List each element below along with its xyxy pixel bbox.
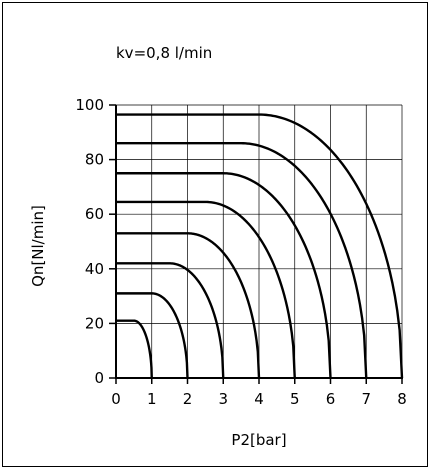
x-tick-label: 7 — [361, 390, 371, 408]
y-tick-label: 20 — [85, 314, 104, 332]
y-tick-labels: 0 20 40 60 80 100 — [75, 96, 104, 387]
y-tick-label: 40 — [85, 260, 104, 278]
flow-curve-p1-2 — [116, 292, 189, 379]
x-tick-label: 6 — [326, 390, 336, 408]
x-tick-label: 2 — [183, 390, 193, 408]
y-tick-label: 0 — [94, 369, 104, 387]
x-tick-label: 4 — [254, 390, 264, 408]
y-tick-label: 60 — [85, 205, 104, 223]
flow-curve-p1-5 — [116, 200, 296, 379]
chart-title: kv=0,8 l/min — [116, 44, 212, 62]
y-axis-label: Qn[Nl/min] — [29, 205, 47, 287]
axes — [109, 104, 403, 384]
x-tick-label: 5 — [290, 390, 300, 408]
flow-curve-p1-4 — [116, 232, 261, 379]
x-tick-label: 0 — [111, 390, 121, 408]
y-tick-label: 80 — [85, 151, 104, 169]
flow-curve-p1-7 — [116, 142, 368, 379]
x-tick-label: 8 — [397, 390, 407, 408]
y-tick-label: 100 — [75, 96, 104, 114]
x-tick-labels: 0 1 2 3 4 5 6 7 8 — [111, 390, 407, 408]
x-axis-label: P2[bar] — [231, 431, 286, 449]
chart-frame — [2, 2, 428, 467]
grid-lines — [116, 104, 403, 378]
flow-curve-p1-1 — [116, 319, 153, 379]
x-tick-label: 3 — [218, 390, 228, 408]
flow-curve-p1-8 — [116, 113, 404, 379]
x-tick-label: 1 — [147, 390, 157, 408]
flow-curve-p1-3 — [116, 262, 225, 379]
flow-curves — [116, 113, 404, 379]
flow-curve-p1-6 — [116, 172, 332, 379]
